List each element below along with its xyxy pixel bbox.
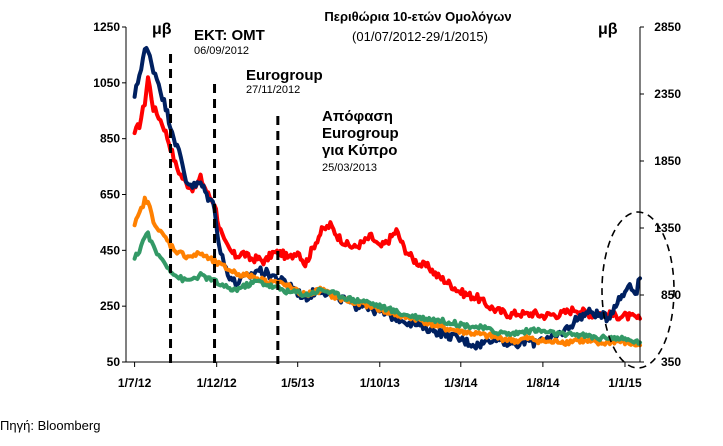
series-line-3 (132, 195, 642, 348)
x-tick-label: 1/10/13 (360, 376, 400, 390)
annotation-cyprus-label-line: για Κύπρο (322, 142, 397, 159)
left-tick-label: 850 (100, 132, 120, 146)
right-tick-label: 350 (661, 355, 681, 369)
annotation-cyprus-label-line: Eurogroup (322, 125, 399, 142)
x-tick-label: 1/1/15 (608, 376, 642, 390)
right-unit-label: μβ (598, 21, 618, 38)
highlight-ellipse (601, 211, 675, 369)
left-tick-label: 50 (107, 355, 121, 369)
series-line-1 (132, 75, 642, 322)
annotation-omt-label: ΕΚΤ: OMT (194, 27, 265, 44)
right-tick-label: 2350 (654, 87, 681, 101)
event-layer: ΕΚΤ: OMT06/09/2012Eurogroup27/11/2012Από… (169, 27, 399, 364)
annotation-cyprus-date: 25/03/2013 (322, 162, 377, 174)
tick-layer: 50 250 450 650 850 1050 1250 350 850 1350 1850 2350… (93, 20, 681, 390)
annotation-eurogroup-label: Eurogroup (246, 67, 323, 84)
annotation-eurogroup-date: 27/11/2012 (246, 84, 300, 96)
x-tick-label: 1/7/12 (118, 376, 152, 390)
left-tick-label: 1250 (93, 20, 120, 34)
chart-title: Περιθώρια 10-ετών Ομολόγων (324, 9, 511, 24)
chart-subtitle: (01/07/2012-29/1/2015) (352, 29, 488, 44)
series-layer (132, 46, 642, 351)
left-unit-label: μβ (152, 21, 172, 38)
annotation-cyprus-label-line: Απόφαση (322, 108, 393, 125)
annotation-omt-date: 06/09/2012 (194, 45, 249, 57)
left-tick-label: 450 (100, 243, 120, 257)
right-tick-label: 2850 (654, 20, 681, 34)
source-label: Πηγή: Bloomberg (0, 418, 100, 433)
x-tick-label: 1/3/14 (444, 376, 478, 390)
x-tick-label: 1/12/12 (197, 376, 237, 390)
right-tick-label: 1850 (654, 154, 681, 168)
right-tick-label: 850 (661, 288, 681, 302)
left-tick-label: 250 (100, 299, 120, 313)
right-tick-label: 1350 (654, 221, 681, 235)
series-line-4 (132, 230, 642, 346)
series-line-2 (132, 46, 642, 351)
left-tick-label: 1050 (93, 76, 120, 90)
x-tick-label: 1/5/13 (281, 376, 315, 390)
left-tick-label: 650 (100, 188, 120, 202)
x-tick-label: 1/8/14 (526, 376, 560, 390)
